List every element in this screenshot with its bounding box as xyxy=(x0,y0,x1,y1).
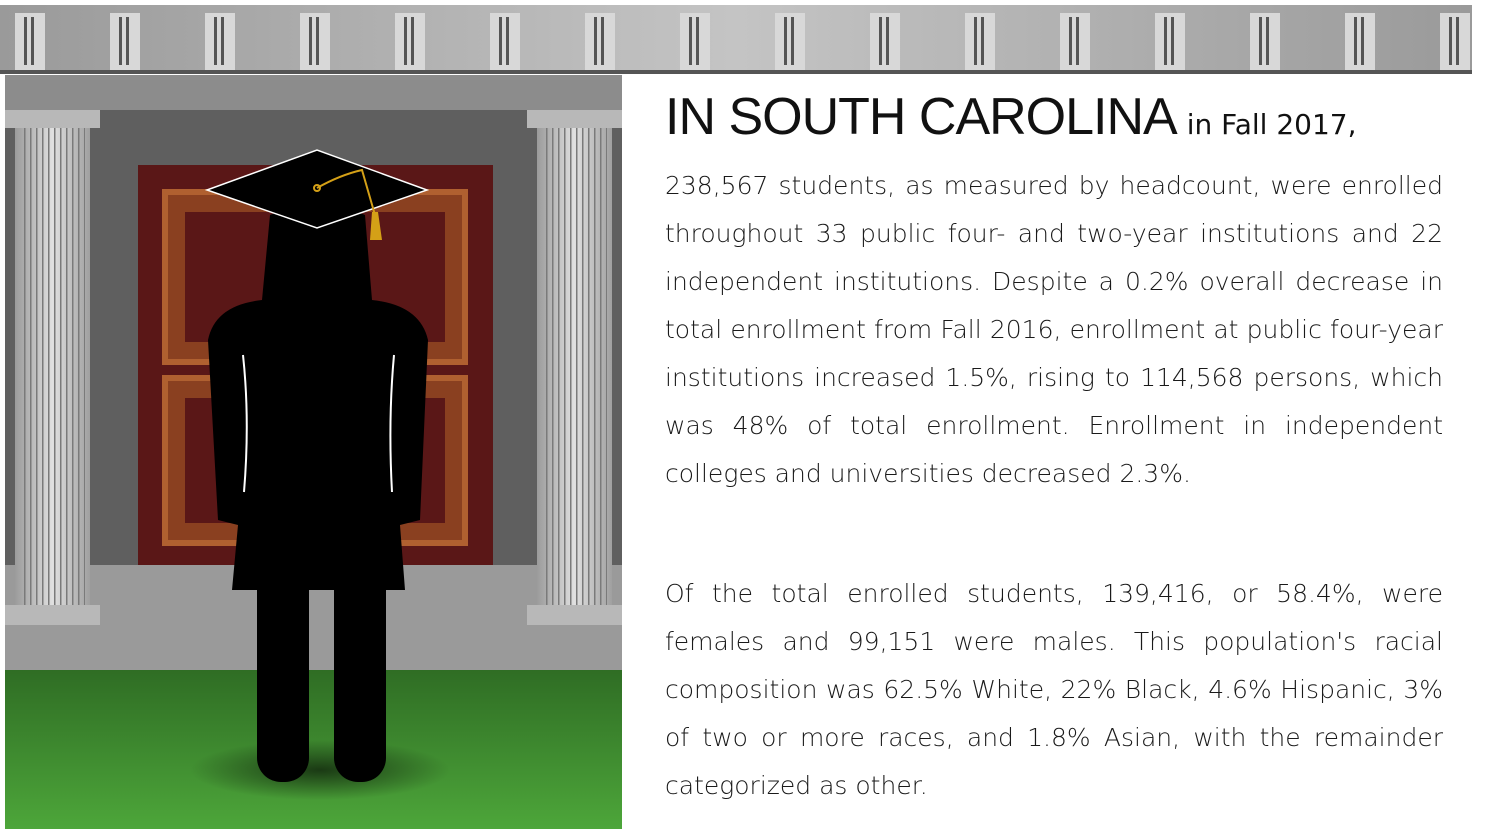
heading-line: IN SOUTH CAROLINA in Fall 2017, xyxy=(665,84,1443,162)
frieze-notches xyxy=(0,5,1472,72)
column-left xyxy=(5,110,100,625)
frieze-edge xyxy=(0,70,1472,74)
column-right xyxy=(527,110,622,625)
ceiling xyxy=(5,75,622,110)
subheading: in Fall 2017, xyxy=(1187,108,1357,141)
text-block: IN SOUTH CAROLINA in Fall 2017, 238,567 s… xyxy=(665,84,1443,810)
page: IN SOUTH CAROLINA in Fall 2017, 238,567 s… xyxy=(0,0,1485,829)
shadow xyxy=(190,740,450,800)
heading: IN SOUTH CAROLINA xyxy=(665,88,1177,146)
paragraph: 238,567 students, as measured by headcou… xyxy=(665,162,1443,498)
paragraph: Of the total enrolled students, 139,416,… xyxy=(665,570,1443,810)
